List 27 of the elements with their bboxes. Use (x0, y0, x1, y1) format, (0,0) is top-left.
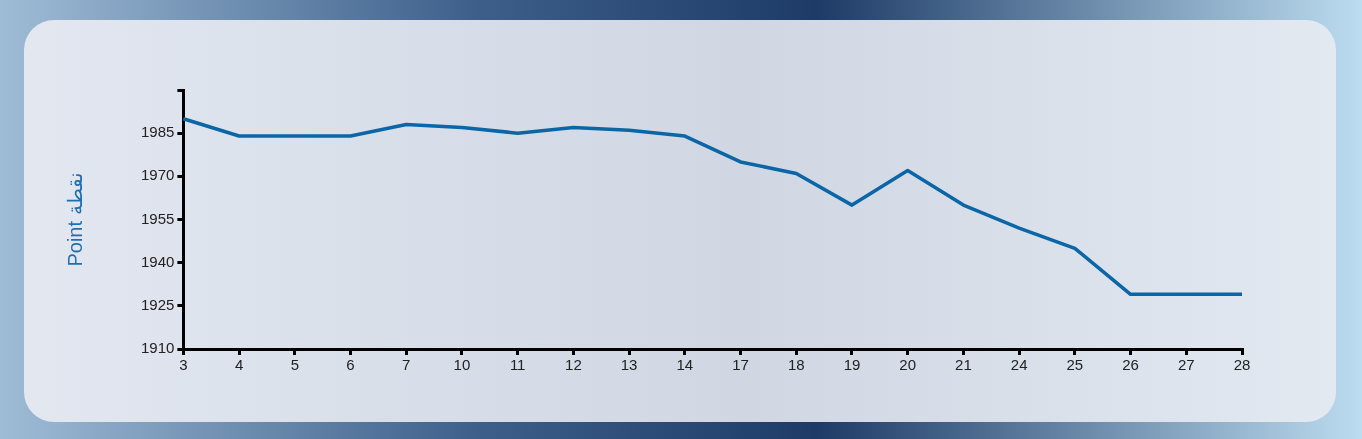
x-tick-label: 5 (290, 356, 299, 374)
y-tick-label: 1940 (140, 252, 175, 270)
x-tick-label: 26 (1122, 356, 1139, 374)
x-tick-label: 21 (955, 356, 972, 374)
x-tick-label: 20 (899, 356, 917, 374)
x-tick-label: 13 (620, 356, 638, 374)
x-tick-label: 10 (453, 356, 471, 374)
x-tick-label: 19 (843, 356, 861, 374)
x-tick-label: 27 (1177, 356, 1195, 374)
y-tick-label: 1970 (140, 166, 175, 184)
x-tick-label: 18 (787, 356, 805, 374)
y-tick-label: 1910 (140, 339, 175, 357)
x-tick-label: 11 (509, 356, 526, 374)
x-tick-label: 17 (732, 356, 749, 374)
y-tick-label: 1985 (140, 123, 175, 141)
x-tick-label: 4 (234, 356, 244, 374)
x-tick-label: 7 (402, 356, 411, 374)
x-tick-label: 28 (1233, 356, 1251, 374)
y-tick-label: 1955 (140, 209, 175, 227)
x-tick-label: 6 (346, 356, 355, 374)
x-tick-label: 25 (1066, 356, 1084, 374)
x-tick-label: 24 (1010, 356, 1028, 374)
y-axis-title: Point نقطة (63, 172, 86, 267)
x-tick-label: 12 (565, 356, 582, 374)
x-tick-label: 3 (179, 356, 188, 374)
y-tick-label: 1925 (140, 295, 175, 313)
x-tick-label: 14 (676, 356, 694, 374)
